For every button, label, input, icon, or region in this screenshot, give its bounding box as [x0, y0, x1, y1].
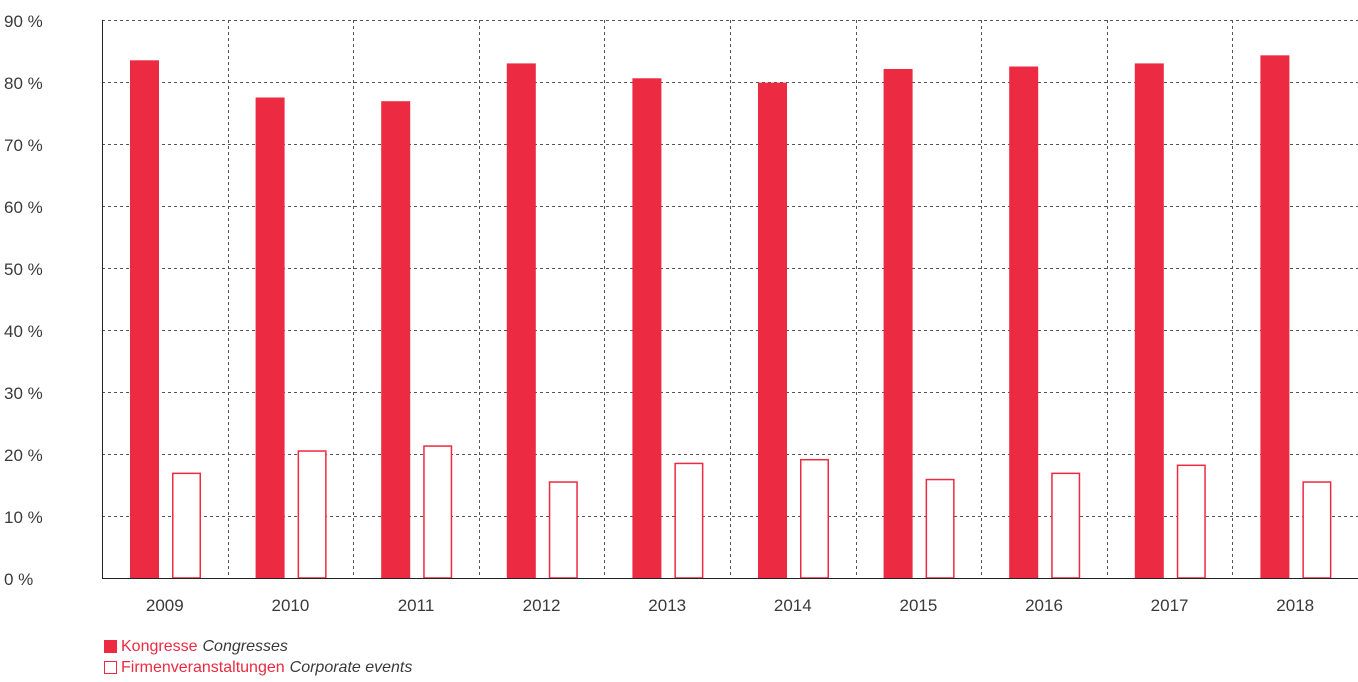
y-tick-label: 10 % — [4, 508, 43, 527]
bar-congresses — [130, 60, 159, 579]
bar-congresses — [506, 63, 536, 578]
bar-corporate-events — [1302, 481, 1332, 579]
bar-congresses — [381, 101, 411, 578]
bar-corporate-events — [674, 462, 704, 579]
x-tick-label: 2011 — [398, 596, 435, 615]
x-tick-label: 2016 — [1025, 596, 1063, 615]
legend-item-congresses: Kongresse Congresses — [104, 636, 412, 657]
y-tick-label: 60 % — [4, 198, 43, 217]
legend-label-en: Corporate events — [289, 659, 413, 676]
bar-corporate-events — [1176, 464, 1206, 579]
legend: Kongresse Congresses Firmenveranstaltung… — [104, 636, 412, 678]
y-tick-label: 90 % — [4, 12, 43, 31]
x-tick-label: 2014 — [774, 596, 812, 615]
bar-congresses — [1009, 66, 1039, 578]
y-tick-label: 30 % — [4, 384, 43, 403]
legend-label-en: Congresses — [202, 638, 288, 655]
bar-corporate-events — [925, 478, 955, 579]
y-tick-label: 80 % — [4, 74, 43, 93]
bar-corporate-events — [548, 481, 578, 579]
y-tick-label: 20 % — [4, 446, 43, 465]
legend-item-corporate-events: Firmenveranstaltungen Corporate events — [104, 657, 412, 678]
bar-congresses — [255, 97, 285, 578]
bar-corporate-events — [800, 458, 829, 579]
x-tick-label: 2013 — [648, 596, 686, 615]
bar-congresses — [1134, 63, 1164, 578]
x-tick-label: 2012 — [523, 596, 561, 615]
x-tick-label: 2010 — [271, 596, 309, 615]
x-tick-label: 2017 — [1151, 596, 1189, 615]
bar-corporate-events — [423, 445, 453, 579]
bar-congresses — [632, 78, 662, 578]
y-tick-label: 70 % — [4, 136, 43, 155]
legend-swatch-filled — [104, 640, 117, 653]
y-tick-label: 40 % — [4, 322, 43, 341]
bar-congresses — [758, 82, 787, 579]
bar-congresses — [883, 68, 913, 578]
y-tick-label: 0 % — [4, 570, 33, 589]
bar-congresses — [1260, 55, 1290, 578]
y-tick-label: 50 % — [4, 260, 43, 279]
bar-corporate-events — [172, 472, 201, 579]
legend-label-de: Kongresse — [121, 638, 198, 655]
legend-label-de: Firmenveranstaltungen — [121, 659, 285, 676]
x-tick-label: 2015 — [899, 596, 937, 615]
bar-chart: 0 % 10 % 20 % 30 % 40 % 50 % 60 % 70 % 80 % 90 % 2… — [4, 12, 1358, 615]
legend-swatch-outline — [104, 661, 117, 674]
x-tick-label: 2009 — [146, 596, 184, 615]
bar-corporate-events — [1051, 472, 1081, 579]
bar-corporate-events — [297, 450, 327, 579]
x-tick-label: 2018 — [1276, 596, 1314, 615]
